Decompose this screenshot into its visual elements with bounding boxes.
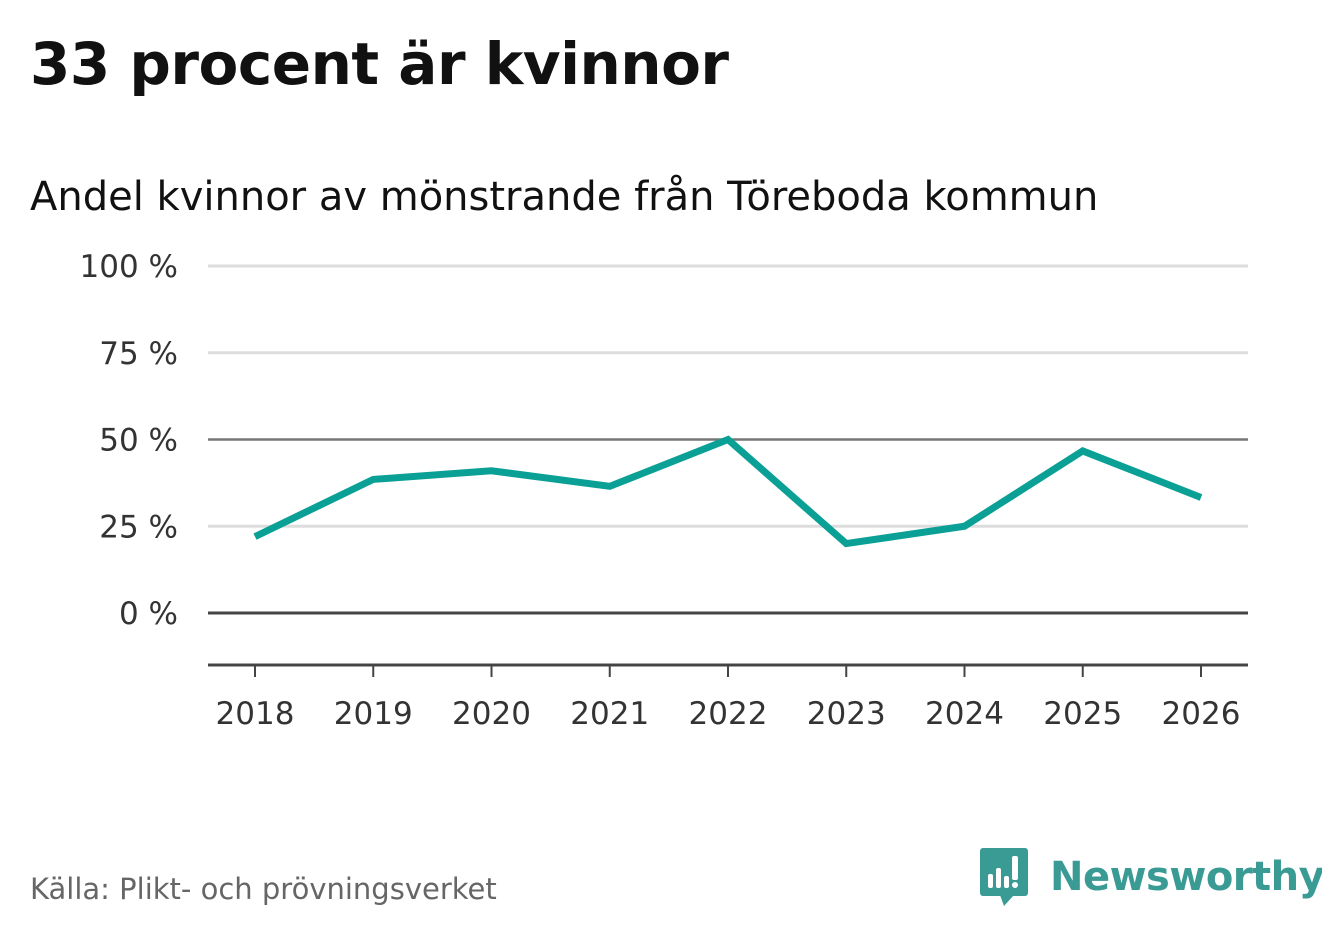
brand: Newsworthy	[980, 848, 1322, 906]
y-tick-label: 100 %	[80, 249, 178, 285]
chart-subtitle: Andel kvinnor av mönstrande från Törebod…	[30, 174, 1099, 220]
x-tick-label: 2022	[689, 696, 768, 732]
x-tick-label: 2023	[807, 696, 886, 732]
chart-title: 33 procent är kvinnor	[30, 30, 729, 98]
x-tick-label: 2019	[334, 696, 413, 732]
y-axis-labels: 100 % 75 % 50 % 25 % 0 %	[80, 249, 178, 632]
x-tick-label: 2021	[570, 696, 649, 732]
newsworthy-logo-icon	[980, 848, 1028, 906]
series-line	[253, 435, 1203, 548]
source-note: Källa: Plikt- och prövningsverket	[30, 872, 497, 906]
y-tick-label: 50 %	[99, 423, 178, 459]
brand-name: Newsworthy	[1050, 854, 1322, 900]
series-group	[253, 435, 1203, 548]
x-axis: 2018 2019 2020 2021 2022 2023 2024 2025 2026	[208, 663, 1248, 732]
y-tick-label: 0 %	[119, 596, 178, 632]
x-tick-label: 2026	[1162, 696, 1241, 732]
line-chart: 100 % 75 % 50 % 25 % 0 % 2018 2019 2020 2021 202…	[80, 249, 1248, 732]
x-tick-label: 2025	[1043, 696, 1122, 732]
x-tick-label: 2018	[216, 696, 295, 732]
x-tick-label: 2024	[925, 696, 1004, 732]
y-tick-label: 75 %	[99, 336, 178, 372]
y-tick-label: 25 %	[99, 509, 178, 545]
x-tick-label: 2020	[452, 696, 531, 732]
